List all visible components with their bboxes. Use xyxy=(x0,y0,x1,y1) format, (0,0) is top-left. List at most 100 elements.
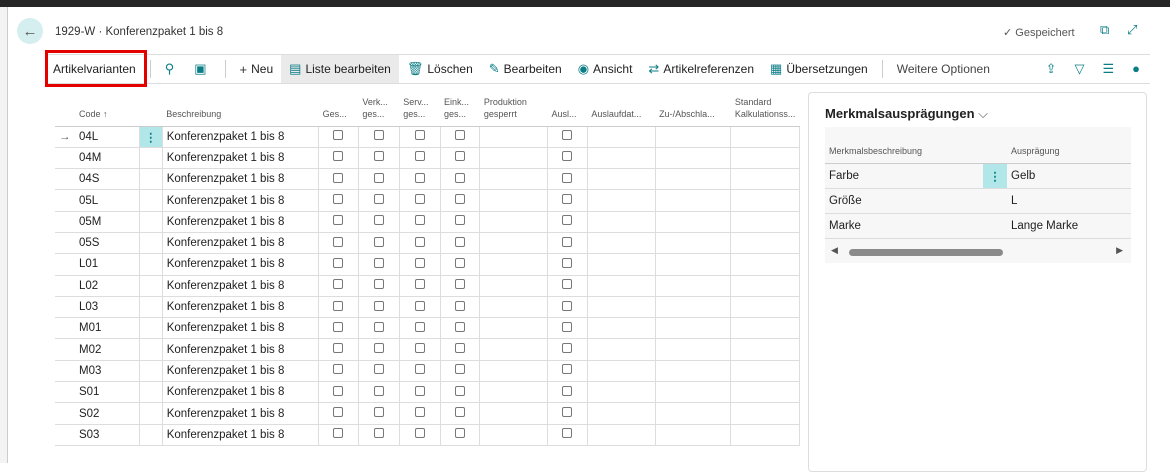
blocked-checkbox-cell[interactable] xyxy=(318,360,359,383)
blocked-checkbox-cell[interactable] xyxy=(358,211,400,233)
list-item[interactable]: Größe L xyxy=(825,188,1131,214)
checkbox[interactable] xyxy=(373,300,384,311)
row-menu-button[interactable] xyxy=(139,424,163,446)
zuabschlag-cell[interactable] xyxy=(655,189,732,212)
auslaufdatum-cell[interactable] xyxy=(587,253,656,276)
checkbox[interactable] xyxy=(562,194,573,205)
blocked-checkbox-cell[interactable] xyxy=(440,147,481,170)
zuabschlag-cell[interactable] xyxy=(655,360,732,383)
row-menu-button[interactable] xyxy=(139,402,163,425)
more-options-button[interactable]: Weitere Optionen xyxy=(896,62,990,76)
checkbox[interactable] xyxy=(333,300,344,311)
blocked-checkbox-cell[interactable] xyxy=(399,360,441,383)
blocked-checkbox-cell[interactable] xyxy=(318,424,359,446)
production-blocked-cell[interactable] xyxy=(479,424,549,446)
checkbox[interactable] xyxy=(373,343,384,354)
checkbox[interactable] xyxy=(373,172,384,183)
production-blocked-cell[interactable] xyxy=(479,211,549,233)
blocked-checkbox-cell[interactable] xyxy=(399,211,441,233)
checkbox[interactable] xyxy=(454,343,465,354)
attribute-name[interactable]: Farbe xyxy=(825,163,983,189)
checkbox[interactable] xyxy=(454,321,465,332)
checkbox[interactable] xyxy=(333,407,344,417)
scroll-left-icon[interactable]: ◀ xyxy=(831,244,838,255)
ausl-checkbox-cell[interactable] xyxy=(547,211,588,233)
blocked-checkbox-cell[interactable] xyxy=(358,424,400,446)
attribute-name[interactable]: Marke xyxy=(825,213,983,239)
blocked-checkbox-cell[interactable] xyxy=(318,402,359,425)
blocked-checkbox-cell[interactable] xyxy=(318,211,359,233)
description-cell[interactable]: Konferenzpaket 1 bis 8 xyxy=(162,296,320,319)
checkbox[interactable] xyxy=(454,385,465,396)
blocked-checkbox-cell[interactable] xyxy=(318,126,359,148)
column-header[interactable]: Code ↑ xyxy=(74,92,140,127)
row-menu-button[interactable] xyxy=(139,317,163,340)
description-cell[interactable]: Konferenzpaket 1 bis 8 xyxy=(162,189,320,212)
blocked-checkbox-cell[interactable] xyxy=(399,168,441,191)
translations-button[interactable]: ▦ Übersetzungen xyxy=(762,55,876,83)
checkbox[interactable] xyxy=(414,172,425,183)
production-blocked-cell[interactable] xyxy=(479,275,549,297)
column-header[interactable]: Zu-/Abschla... xyxy=(655,92,731,127)
checkbox[interactable] xyxy=(414,428,425,439)
auslaufdatum-cell[interactable] xyxy=(587,360,656,383)
code-cell[interactable]: 05S xyxy=(74,232,140,255)
auslaufdatum-cell[interactable] xyxy=(587,168,656,191)
references-button[interactable]: ⇄ Artikelreferenzen xyxy=(640,55,762,83)
standard-cost-cell[interactable] xyxy=(730,317,800,340)
blocked-checkbox-cell[interactable] xyxy=(358,189,400,212)
standard-cost-cell[interactable] xyxy=(730,232,800,255)
row-menu-button[interactable] xyxy=(139,338,163,361)
checkbox[interactable] xyxy=(333,172,344,183)
horizontal-scrollbar[interactable]: ◀ ▶ xyxy=(825,239,1131,263)
ausl-checkbox-cell[interactable] xyxy=(547,296,588,319)
auslaufdatum-cell[interactable] xyxy=(587,232,656,255)
checkbox[interactable] xyxy=(562,130,573,141)
code-cell[interactable]: L01 xyxy=(74,253,140,276)
blocked-checkbox-cell[interactable] xyxy=(399,147,441,170)
checkbox[interactable] xyxy=(562,151,573,162)
table-row[interactable]: M02 Konferenzpaket 1 bis 8 xyxy=(55,338,800,361)
table-row[interactable]: L02 Konferenzpaket 1 bis 8 xyxy=(55,275,800,297)
production-blocked-cell[interactable] xyxy=(479,317,549,340)
row-menu-button[interactable] xyxy=(139,189,163,212)
code-cell[interactable]: 05M xyxy=(74,211,140,233)
checkbox[interactable] xyxy=(333,257,344,268)
auslaufdatum-cell[interactable] xyxy=(587,424,656,446)
production-blocked-cell[interactable] xyxy=(479,253,549,276)
blocked-checkbox-cell[interactable] xyxy=(318,253,359,276)
description-cell[interactable]: Konferenzpaket 1 bis 8 xyxy=(162,253,320,276)
checkbox[interactable] xyxy=(333,364,344,375)
checkbox[interactable] xyxy=(333,279,344,290)
code-cell[interactable]: M01 xyxy=(74,317,140,340)
checkbox[interactable] xyxy=(373,194,384,205)
checkbox[interactable] xyxy=(562,364,573,375)
ausl-checkbox-cell[interactable] xyxy=(547,126,588,148)
table-row[interactable]: L03 Konferenzpaket 1 bis 8 xyxy=(55,296,800,319)
row-menu-button[interactable] xyxy=(139,360,163,383)
checkbox[interactable] xyxy=(454,194,465,205)
checkbox[interactable] xyxy=(414,236,425,247)
row-menu-button[interactable]: ⋮ xyxy=(139,126,163,148)
checkbox[interactable] xyxy=(454,151,465,162)
delete-button[interactable]: 🗑 Löschen xyxy=(399,55,481,83)
list-view-icon[interactable]: ☰ xyxy=(1102,61,1115,76)
standard-cost-cell[interactable] xyxy=(730,189,800,212)
checkbox[interactable] xyxy=(373,236,384,247)
code-cell[interactable]: M03 xyxy=(74,360,140,383)
production-blocked-cell[interactable] xyxy=(479,168,549,191)
column-header[interactable]: Standard Kalkulationss... xyxy=(730,92,800,127)
table-row[interactable]: S02 Konferenzpaket 1 bis 8 xyxy=(55,402,800,425)
description-cell[interactable]: Konferenzpaket 1 bis 8 xyxy=(162,360,320,383)
auslaufdatum-cell[interactable] xyxy=(587,189,656,212)
checkbox[interactable] xyxy=(373,385,384,396)
layout-button[interactable]: ▣ xyxy=(186,55,218,83)
attribute-value[interactable]: Gelb xyxy=(1007,163,1131,189)
checkbox[interactable] xyxy=(454,428,465,439)
checkbox[interactable] xyxy=(562,172,573,183)
tab-artikelvarianten[interactable]: Artikelvarianten xyxy=(53,62,136,76)
ausl-checkbox-cell[interactable] xyxy=(547,147,588,170)
production-blocked-cell[interactable] xyxy=(479,381,549,404)
code-cell[interactable]: S03 xyxy=(74,424,140,446)
production-blocked-cell[interactable] xyxy=(479,296,549,319)
